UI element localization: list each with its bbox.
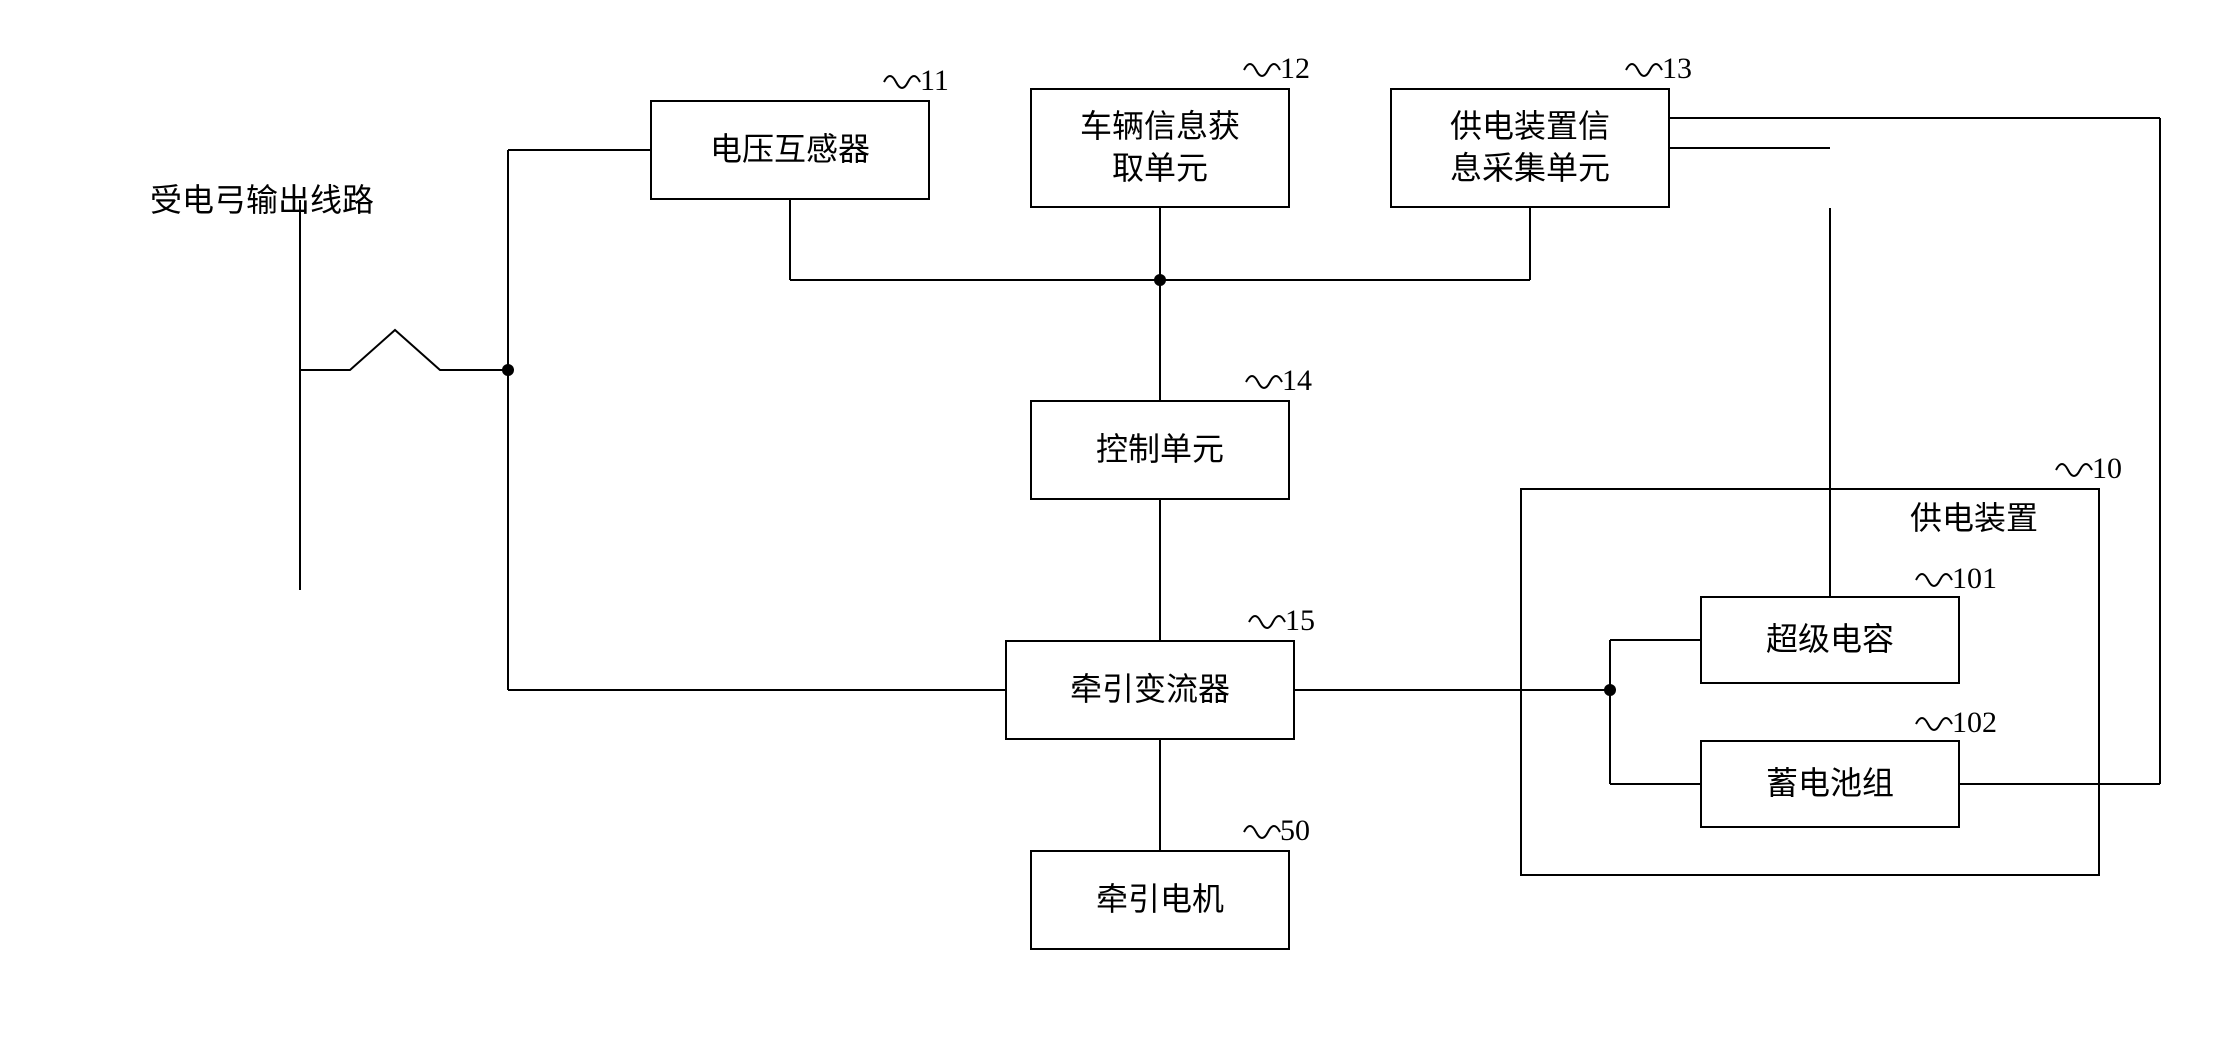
ref-b14: 14 — [1282, 364, 1312, 398]
junction-1 — [1154, 274, 1166, 286]
squiggle-b13 — [1626, 64, 1662, 76]
ref-b13: 13 — [1662, 52, 1692, 86]
block-b50-text: 牵引电机 — [1096, 879, 1224, 921]
wire-switch_path — [300, 330, 510, 370]
ref-b11: 11 — [920, 64, 949, 98]
block-b11-text: 电压互感器 — [710, 129, 870, 171]
block-b13-text: 供电装置信 息采集单元 — [1450, 106, 1610, 189]
block-b101-text: 超级电容 — [1766, 619, 1894, 661]
ref-b15: 15 — [1285, 604, 1315, 638]
ref-b101: 101 — [1952, 562, 1997, 596]
block-b101: 超级电容 — [1700, 596, 1960, 684]
squiggle-b14 — [1246, 376, 1282, 388]
ref-b10: 10 — [2092, 452, 2122, 486]
junction-0 — [502, 364, 514, 376]
label-pantograph: 受电弓输出线路 — [150, 175, 374, 221]
ref-b12: 12 — [1280, 52, 1310, 86]
block-b50: 牵引电机 — [1030, 850, 1290, 950]
squiggle-b50 — [1244, 826, 1280, 838]
block-b13: 供电装置信 息采集单元 — [1390, 88, 1670, 208]
squiggle-b15 — [1249, 616, 1285, 628]
block-b15: 牵引变流器 — [1005, 640, 1295, 740]
squiggle-b11 — [884, 76, 920, 88]
block-b15-text: 牵引变流器 — [1070, 669, 1230, 711]
ref-b50: 50 — [1280, 814, 1310, 848]
squiggle-b12 — [1244, 64, 1280, 76]
block-b11: 电压互感器 — [650, 100, 930, 200]
block-b102-text: 蓄电池组 — [1766, 763, 1894, 805]
block-b102: 蓄电池组 — [1700, 740, 1960, 828]
block-b14-text: 控制单元 — [1096, 429, 1224, 471]
block-b10-label: 供电装置 — [1910, 498, 2038, 540]
block-b14: 控制单元 — [1030, 400, 1290, 500]
block-b12: 车辆信息获 取单元 — [1030, 88, 1290, 208]
block-b12-text: 车辆信息获 取单元 — [1080, 106, 1240, 189]
squiggle-b10 — [2056, 464, 2092, 476]
ref-b102: 102 — [1952, 706, 1997, 740]
